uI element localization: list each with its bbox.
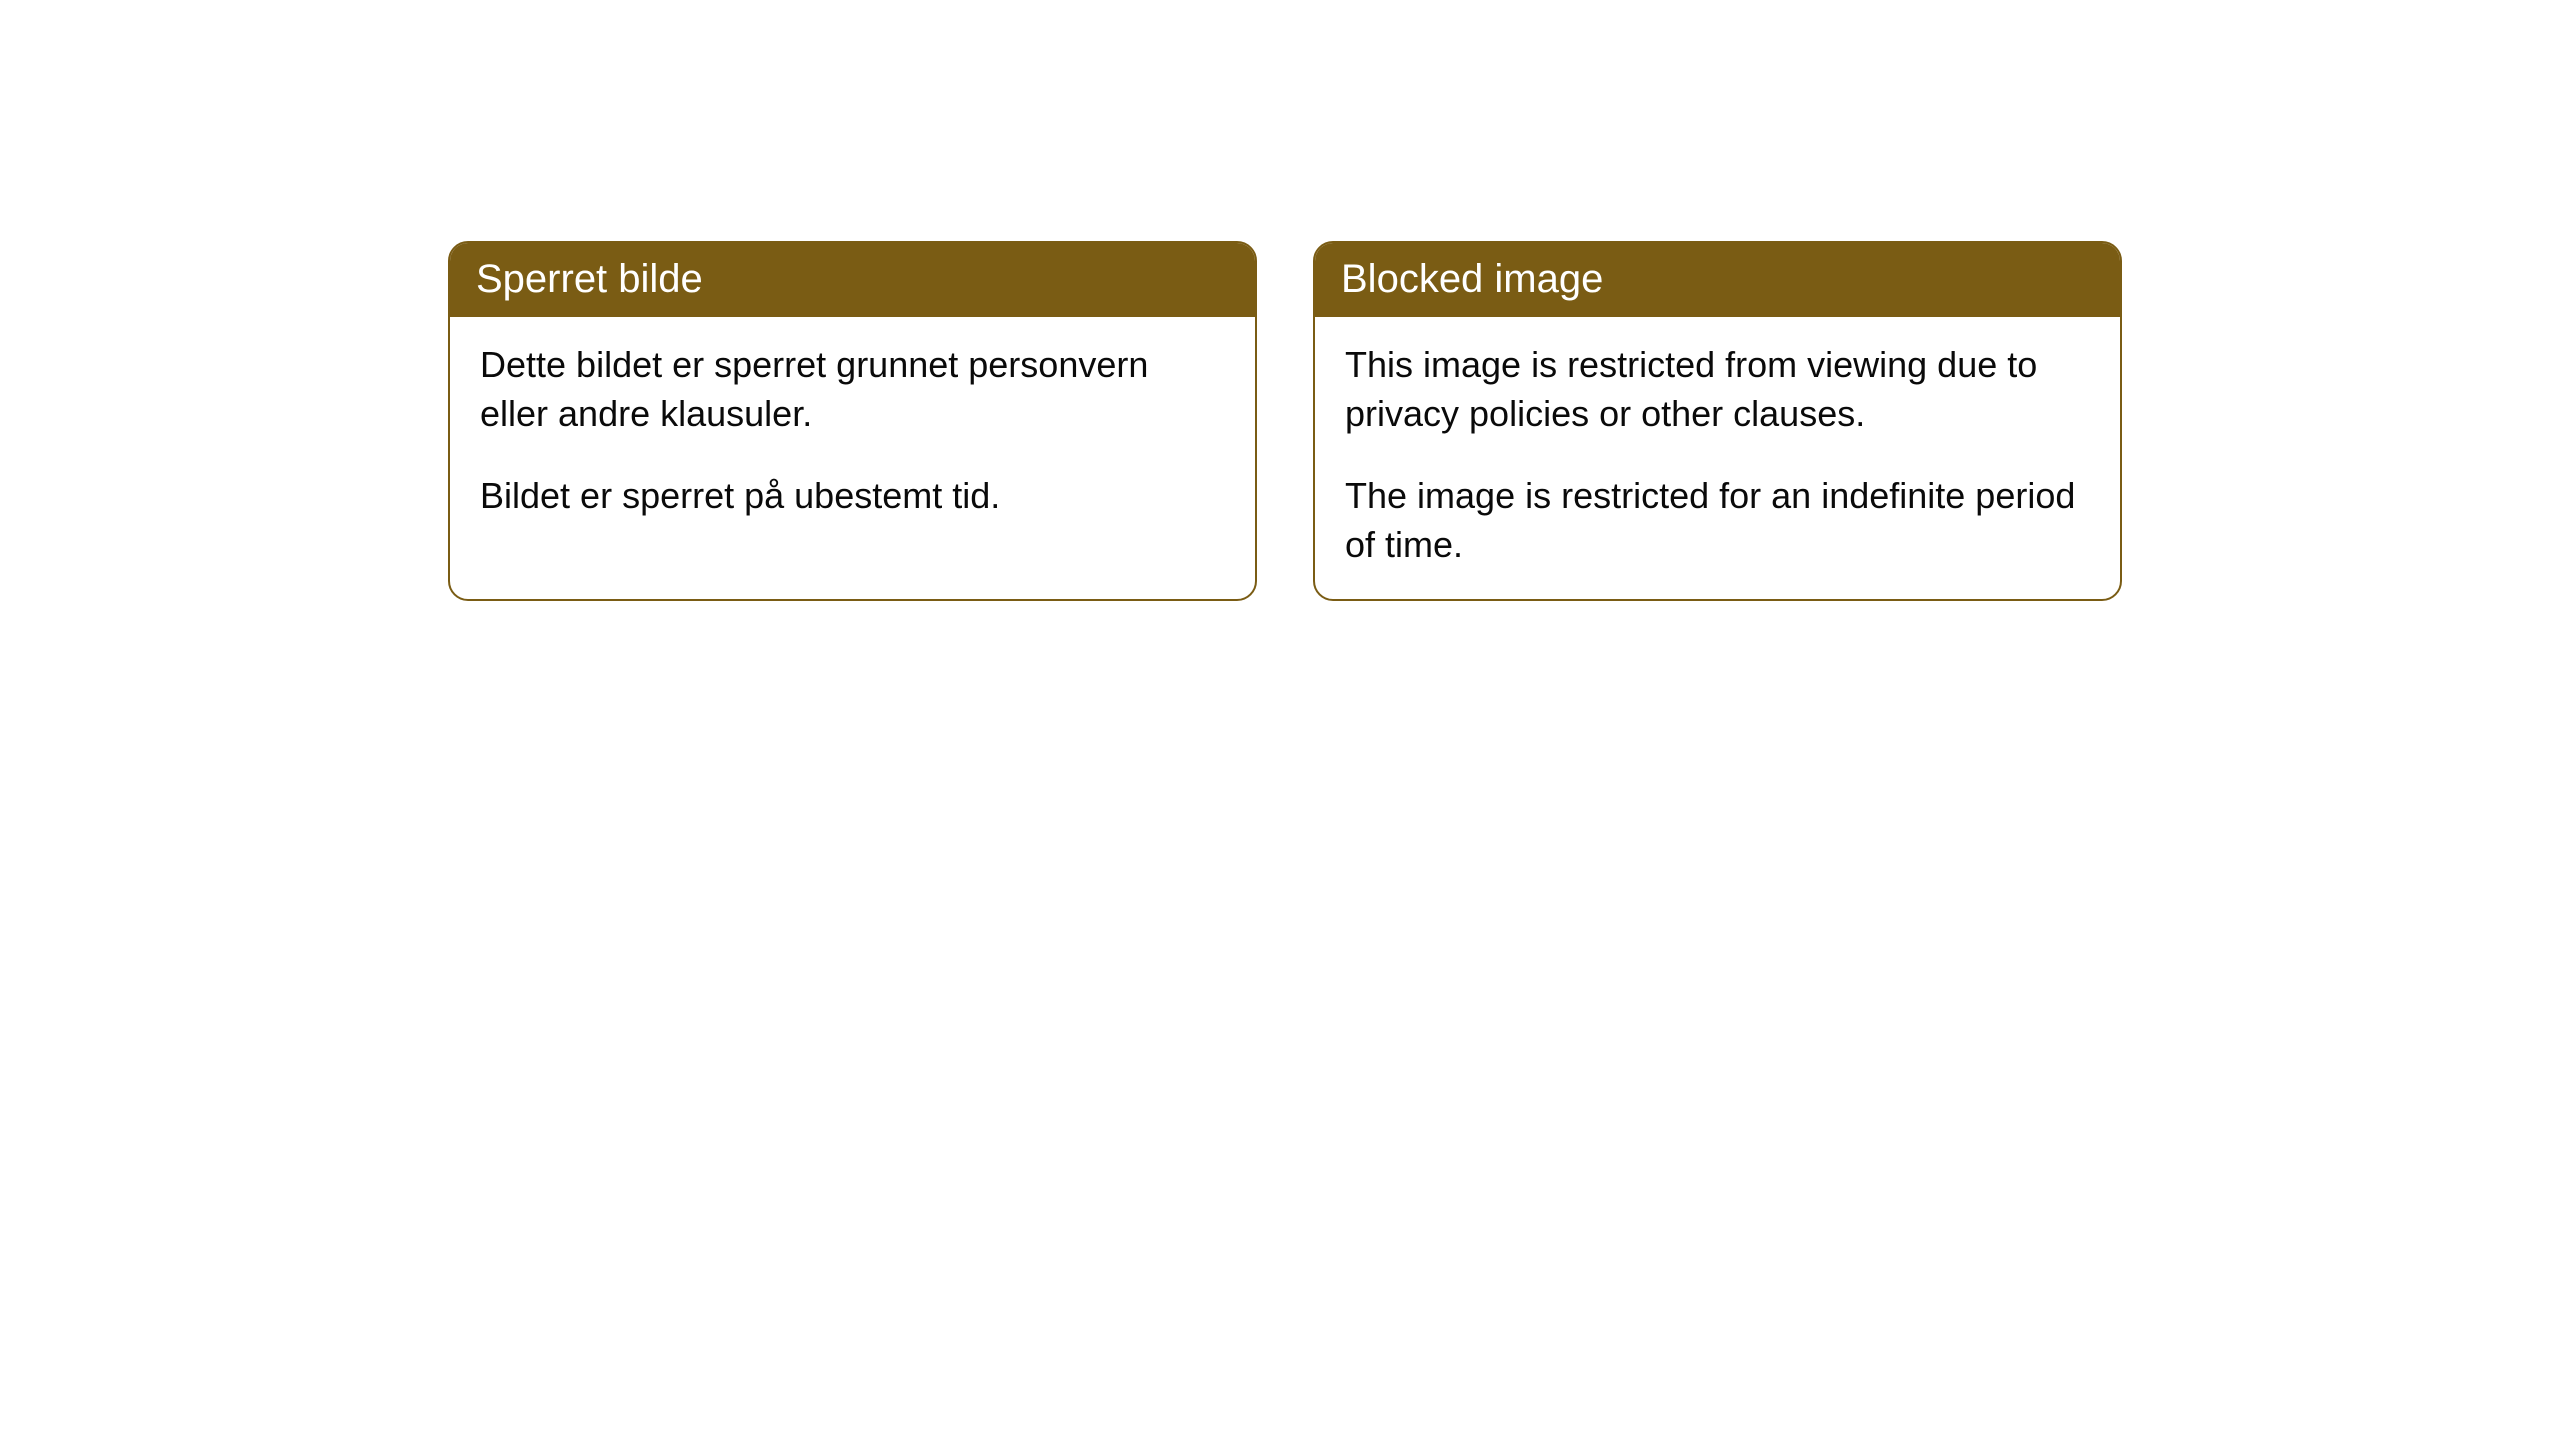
card-paragraph: The image is restricted for an indefinit…: [1345, 472, 2090, 569]
card-paragraph: Bildet er sperret på ubestemt tid.: [480, 472, 1225, 521]
blocked-image-card-norwegian: Sperret bilde Dette bildet er sperret gr…: [448, 241, 1257, 601]
card-body: Dette bildet er sperret grunnet personve…: [450, 317, 1255, 551]
card-body: This image is restricted from viewing du…: [1315, 317, 2120, 599]
card-paragraph: This image is restricted from viewing du…: [1345, 341, 2090, 438]
card-title: Blocked image: [1315, 243, 2120, 317]
cards-container: Sperret bilde Dette bildet er sperret gr…: [0, 0, 2560, 601]
card-paragraph: Dette bildet er sperret grunnet personve…: [480, 341, 1225, 438]
card-title: Sperret bilde: [450, 243, 1255, 317]
blocked-image-card-english: Blocked image This image is restricted f…: [1313, 241, 2122, 601]
